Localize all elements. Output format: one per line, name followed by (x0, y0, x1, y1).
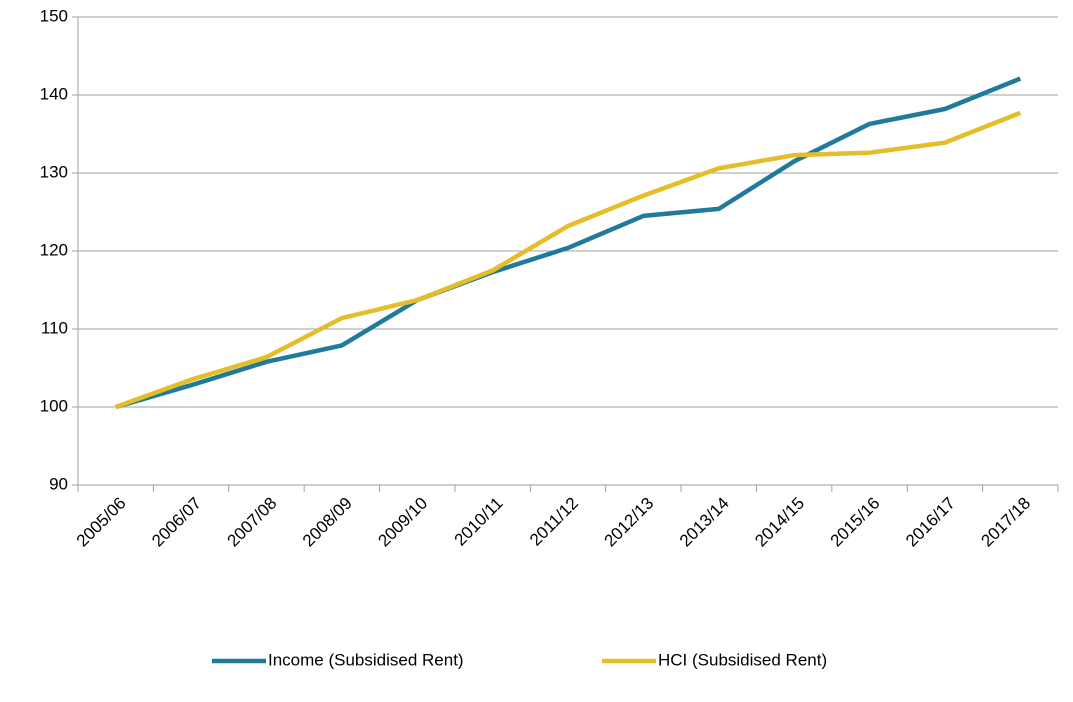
x-tick-label: 2008/09 (299, 494, 356, 551)
series-line (114, 110, 1022, 410)
y-tick-label: 120 (40, 240, 68, 259)
x-tick-label: 2017/18 (977, 494, 1034, 551)
x-tick-label: 2005/06 (73, 494, 130, 551)
x-tick-label: 2007/08 (224, 494, 281, 551)
x-tick-label: 2010/11 (451, 494, 507, 550)
x-tick-label: 2013/14 (676, 494, 733, 551)
x-tick-label: 2009/10 (374, 494, 431, 551)
y-tick-label: 110 (41, 318, 68, 337)
x-tick-label: 2006/07 (148, 494, 205, 551)
legend-label: Income (Subsidised Rent) (268, 650, 464, 669)
y-tick-label: 90 (49, 474, 68, 493)
y-tick-label: 150 (40, 6, 68, 25)
legend-label: HCI (Subsidised Rent) (658, 650, 827, 669)
series-line (115, 76, 1022, 410)
x-tick-label: 2014/15 (751, 494, 808, 551)
y-tick-label: 130 (40, 162, 68, 181)
x-tick-label: 2015/16 (827, 494, 884, 551)
y-tick-label: 140 (40, 84, 68, 103)
x-tick-label: 2016/17 (902, 494, 959, 551)
x-tick-label: 2012/13 (600, 494, 657, 551)
x-tick-label: 2011/12 (526, 494, 582, 550)
y-tick-label: 100 (40, 396, 68, 415)
